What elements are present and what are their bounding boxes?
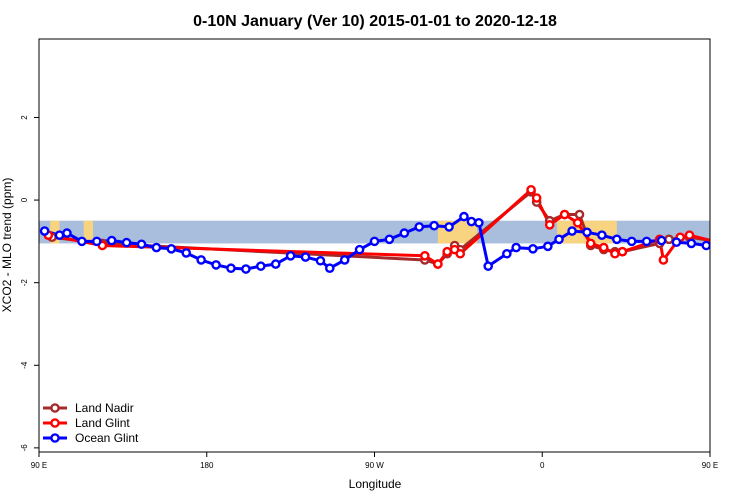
legend-marker-ocean-glint <box>50 433 60 443</box>
point-ocean-glint-10 <box>181 248 192 258</box>
x-tick-label-4: 90 E <box>702 461 718 470</box>
point-land-nadir-19 <box>727 240 734 247</box>
y-tick-label-2: -2 <box>20 279 29 287</box>
point-land-glint-6 <box>455 248 466 259</box>
point-ocean-glint-39 <box>582 227 592 238</box>
point-ocean-glint-15 <box>256 261 266 271</box>
point-ocean-glint-28 <box>444 222 454 232</box>
legend-marker-land-nadir <box>50 403 60 413</box>
point-land-glint-13 <box>598 242 609 253</box>
point-ocean-glint-13 <box>226 263 236 274</box>
point-ocean-glint-11 <box>196 255 206 265</box>
point-ocean-glint-42 <box>626 236 637 247</box>
point-land-glint-8 <box>531 193 542 203</box>
point-ocean-glint-30 <box>466 216 477 227</box>
x-axis-label: Longitude <box>349 477 402 491</box>
point-ocean-glint-34 <box>511 242 521 253</box>
point-ocean-glint-24 <box>384 234 395 245</box>
point-ocean-glint-9 <box>166 244 177 254</box>
point-ocean-glint-48 <box>718 245 725 252</box>
point-land-nadir-17 <box>664 234 674 245</box>
x-axis: 90 E 180 90 W 0 90 E <box>31 452 718 470</box>
point-ocean-glint-31 <box>474 217 484 228</box>
point-ocean-glint-43 <box>641 236 652 247</box>
chart-title: 0-10N January (Ver 10) 2015-01-01 to 202… <box>193 13 557 30</box>
point-ocean-glint-14 <box>241 264 251 274</box>
point-ocean-glint-27 <box>429 220 439 231</box>
point-ocean-glint-44 <box>656 235 667 246</box>
point-ocean-glint-12 <box>211 260 221 270</box>
point-ocean-glint-16 <box>270 259 281 269</box>
point-ocean-glint-46 <box>686 238 697 249</box>
point-ocean-glint-35 <box>528 244 538 254</box>
point-land-glint-11 <box>572 217 583 228</box>
land-segment-0 <box>50 220 60 244</box>
point-ocean-glint-8 <box>151 242 162 253</box>
point-land-glint-4 <box>442 246 452 257</box>
legend-label-land-glint: Land Glint <box>75 416 130 430</box>
series-points <box>39 184 739 274</box>
legend-label-ocean-glint: Ocean Glint <box>75 431 139 445</box>
point-ocean-glint-5 <box>106 235 117 246</box>
point-land-glint-19 <box>684 230 695 240</box>
point-land-nadir-11 <box>574 209 585 220</box>
point-land-glint-9 <box>544 220 555 230</box>
point-ocean-glint-41 <box>612 234 622 245</box>
point-land-glint-14 <box>610 248 620 259</box>
point-ocean-glint-1 <box>54 230 65 240</box>
point-ocean-glint-18 <box>300 252 311 262</box>
point-ocean-glint-23 <box>369 236 380 247</box>
point-ocean-glint-49 <box>732 245 739 252</box>
point-ocean-glint-20 <box>324 263 335 274</box>
legend-label-land-nadir: Land Nadir <box>75 401 134 415</box>
point-ocean-glint-32 <box>483 261 493 271</box>
point-ocean-glint-37 <box>554 234 564 245</box>
x-tick-label-2: 90 W <box>365 461 384 470</box>
point-ocean-glint-36 <box>543 241 553 252</box>
land-segment-1 <box>83 220 94 244</box>
point-land-glint-12 <box>585 238 596 249</box>
point-land-glint-7 <box>526 184 536 195</box>
point-ocean-glint-25 <box>399 228 410 238</box>
y-axis-label: XCO2 - MLO trend (ppm) <box>0 178 14 313</box>
point-land-glint-15 <box>617 246 628 257</box>
point-land-glint-10 <box>559 209 570 220</box>
y-tick-label-0: 2 <box>20 115 29 120</box>
point-ocean-glint-19 <box>315 255 326 266</box>
point-ocean-glint-17 <box>285 251 296 261</box>
point-ocean-glint-40 <box>597 230 607 240</box>
point-ocean-glint-22 <box>354 244 365 255</box>
y-tick-label-1: 0 <box>20 197 29 202</box>
point-land-glint-20 <box>727 242 734 249</box>
point-ocean-glint-29 <box>459 211 469 222</box>
point-ocean-glint-0 <box>39 226 50 236</box>
y-tick-label-3: -4 <box>20 361 29 369</box>
point-land-glint-2 <box>420 251 430 261</box>
legend-marker-land-glint <box>50 418 60 428</box>
x-tick-label-1: 180 <box>200 461 214 470</box>
point-ocean-glint-47 <box>701 240 710 251</box>
ocean-band <box>39 220 710 244</box>
point-land-glint-17 <box>658 255 669 265</box>
point-ocean-glint-6 <box>121 237 132 248</box>
point-land-glint-3 <box>433 259 443 269</box>
point-ocean-glint-4 <box>91 236 102 247</box>
point-ocean-glint-3 <box>77 236 87 247</box>
point-ocean-glint-33 <box>502 248 512 259</box>
point-ocean-glint-2 <box>62 228 72 238</box>
point-ocean-glint-38 <box>567 226 577 236</box>
y-axis: 2 0 -2 -4 -6 <box>20 115 39 452</box>
point-ocean-glint-21 <box>339 255 350 265</box>
x-tick-label-3: 0 <box>540 461 545 470</box>
y-tick-label-4: -6 <box>20 444 29 452</box>
point-ocean-glint-45 <box>671 237 682 247</box>
x-tick-label-0: 90 E <box>31 461 47 470</box>
point-ocean-glint-26 <box>414 222 425 232</box>
point-ocean-glint-7 <box>136 239 147 250</box>
